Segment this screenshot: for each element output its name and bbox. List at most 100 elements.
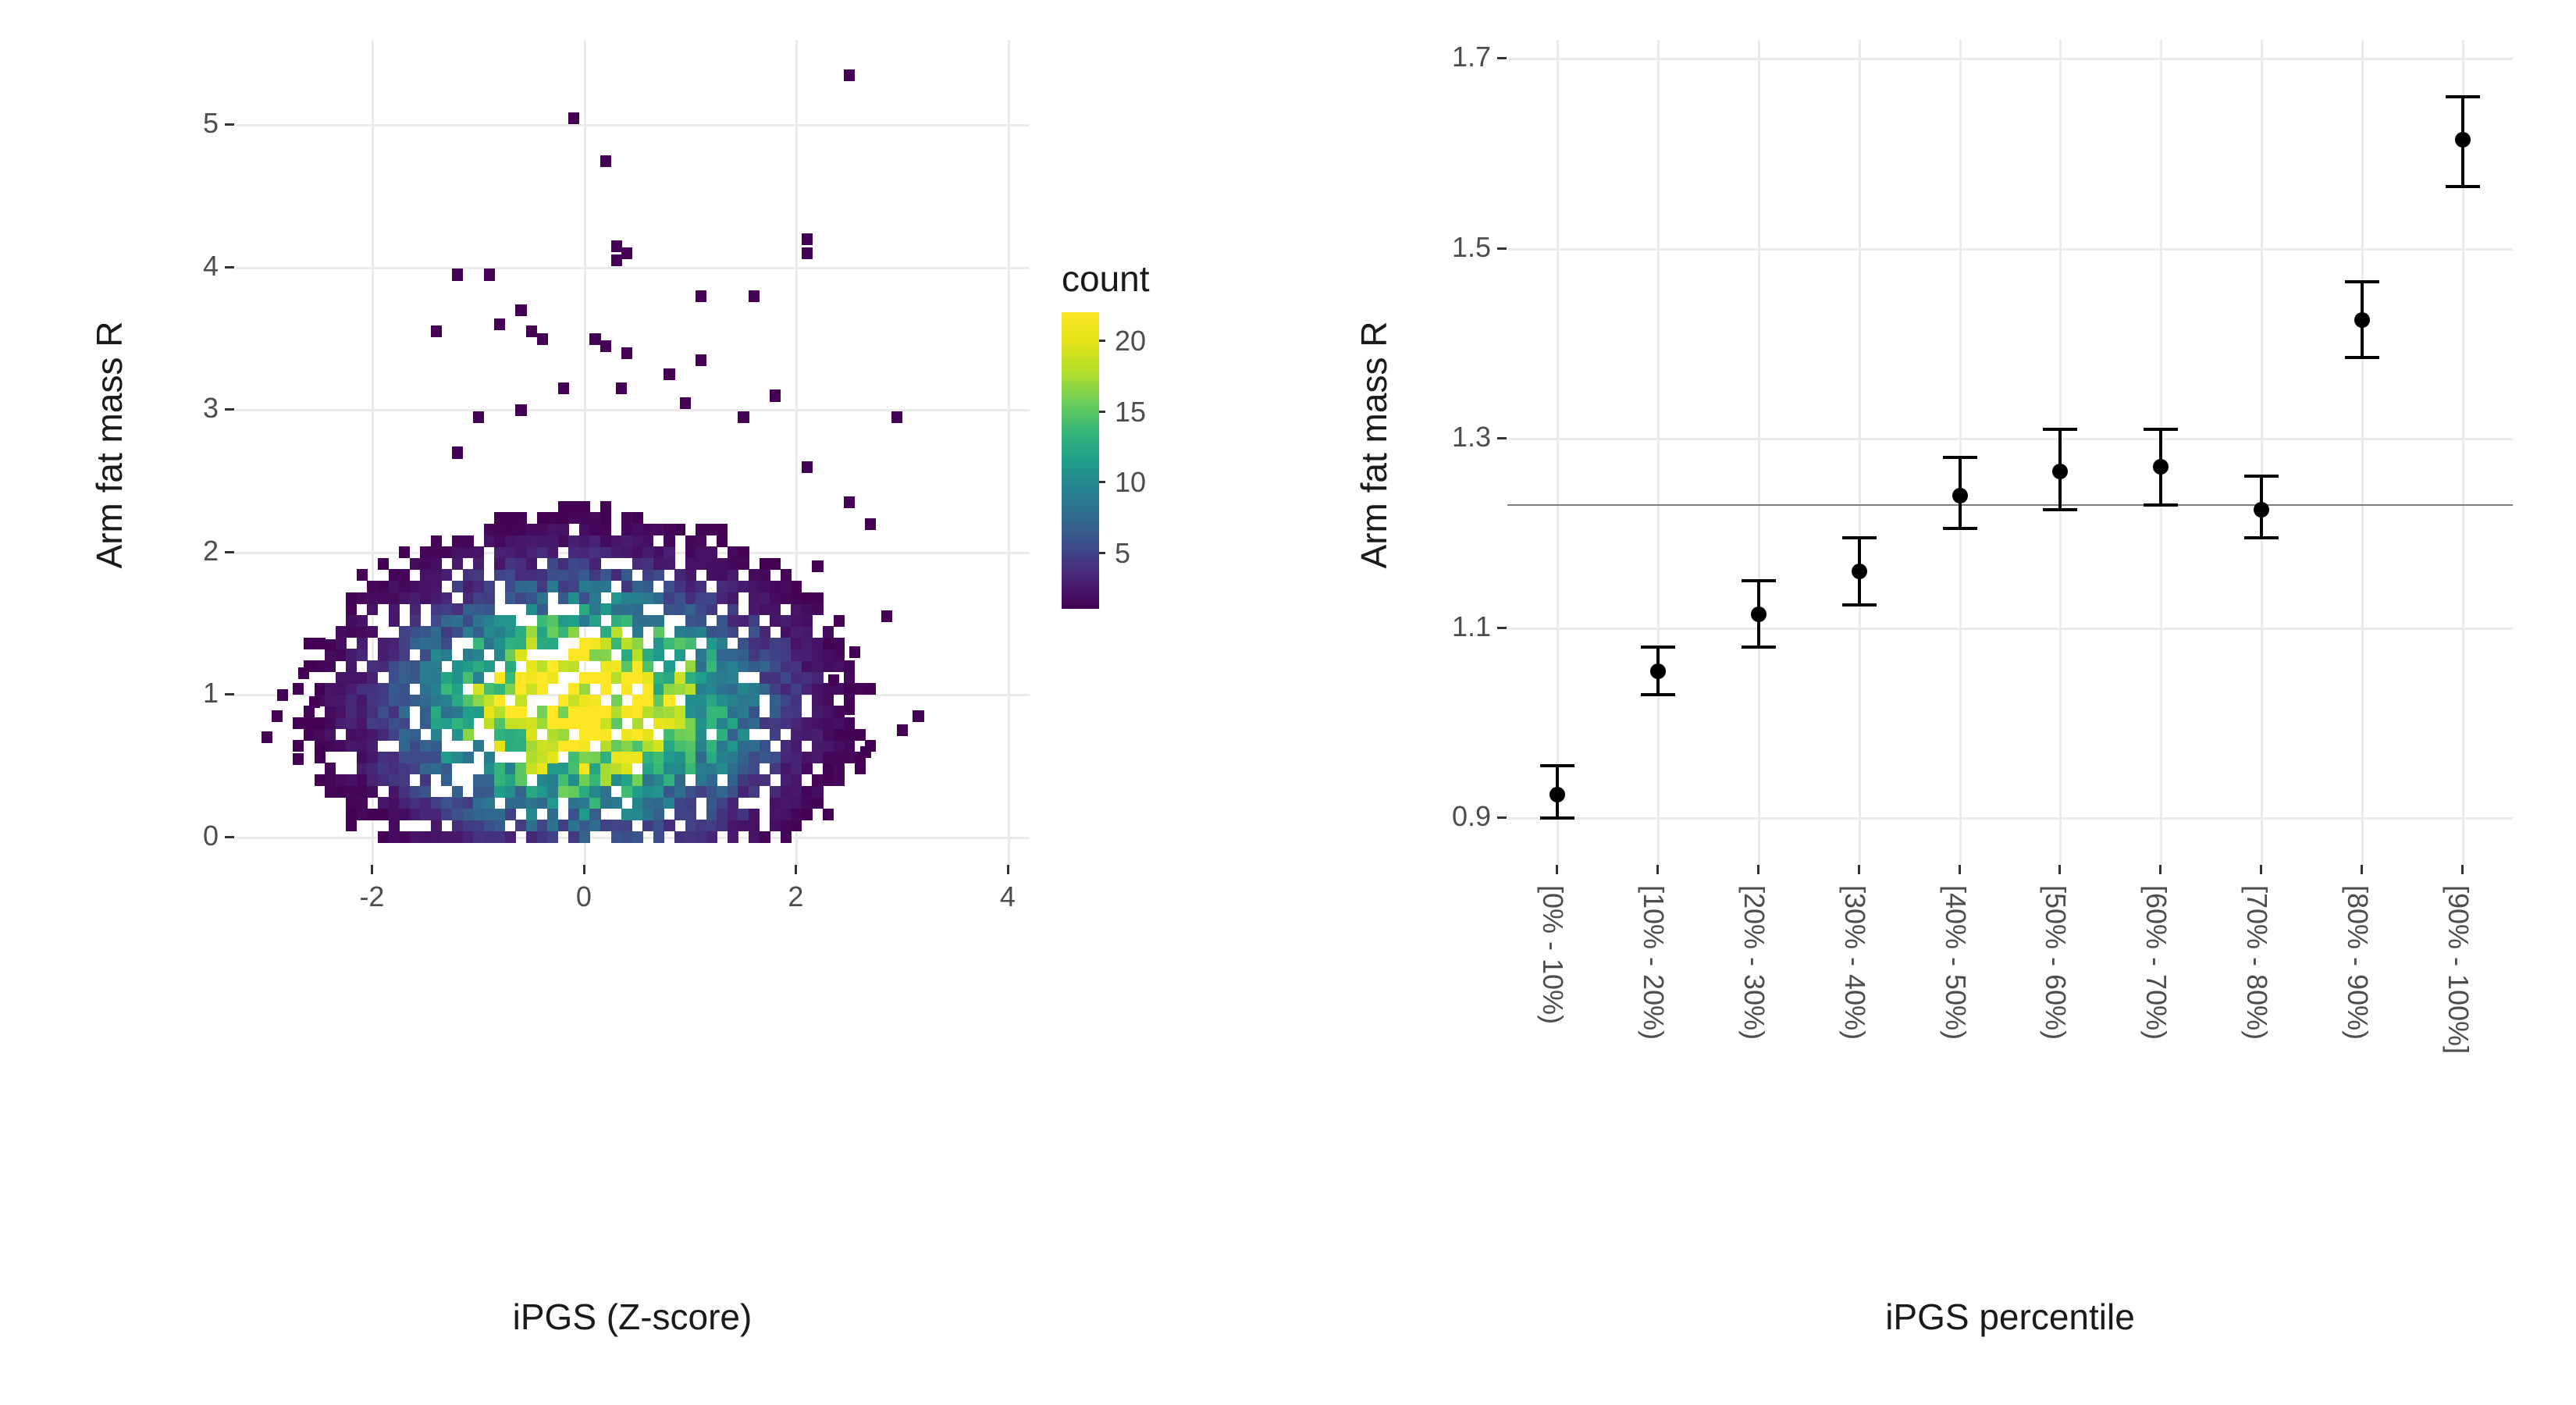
heatmap-cell	[728, 763, 738, 774]
heatmap-cell	[389, 706, 400, 717]
heatmap-cell	[653, 649, 664, 660]
heatmap-cell	[357, 763, 368, 774]
heatmap-cell	[621, 672, 632, 684]
heatmap-cell	[664, 786, 674, 798]
heatmap-cell	[791, 581, 802, 592]
heatmap-cell	[537, 683, 548, 695]
heatmap-cell	[378, 831, 389, 843]
heatmap-cell	[706, 683, 717, 695]
heatmap-cell	[589, 809, 600, 820]
heatmap-cell	[494, 569, 505, 581]
x-tick-label: 0	[553, 880, 615, 913]
heatmap-cell	[399, 581, 410, 592]
heatmap-cell	[674, 524, 685, 535]
heatmap-cell	[537, 626, 548, 638]
heatmap-cell	[674, 649, 685, 660]
heatmap-cell	[621, 649, 632, 660]
heatmap-cell	[389, 683, 400, 695]
left-plot-area	[234, 39, 1030, 866]
heatmap-cell	[579, 797, 590, 809]
heatmap-cell	[494, 809, 505, 820]
heatmap-cell	[399, 672, 410, 684]
heatmap-cell	[749, 592, 760, 604]
heatmap-cell	[579, 831, 590, 843]
heatmap-cell	[834, 706, 845, 717]
heatmap-cell	[696, 683, 706, 695]
data-point	[2254, 502, 2269, 518]
heatmap-cell	[441, 592, 452, 604]
heatmap-cell	[802, 615, 813, 627]
x-tick-label: [70% - 80%)	[2240, 885, 2273, 1040]
heatmap-cell	[579, 774, 590, 786]
heatmap-cell	[431, 592, 442, 604]
heatmap-cell	[336, 706, 347, 717]
x-tick	[2361, 865, 2363, 874]
heatmap-cell	[346, 683, 357, 695]
heatmap-cell	[315, 638, 326, 649]
heatmap-cell	[674, 797, 685, 809]
heatmap-cell	[420, 660, 431, 672]
heatmap-cell	[378, 717, 389, 729]
heatmap-cell	[515, 569, 526, 581]
heatmap-cell	[770, 752, 781, 763]
heatmap-cell	[431, 546, 442, 558]
heatmap-cell	[452, 797, 463, 809]
heatmap-cell	[611, 752, 622, 763]
heatmap-cell	[346, 797, 357, 809]
heatmap-cell	[611, 592, 622, 604]
gridline-v	[1758, 40, 1760, 866]
heatmap-cell	[611, 763, 622, 774]
heatmap-cell	[642, 660, 653, 672]
heatmap-cell	[589, 569, 600, 581]
heatmap-cell	[505, 786, 516, 798]
legend-tick	[1099, 411, 1105, 413]
heatmap-cell	[568, 809, 579, 820]
heatmap-cell	[685, 626, 696, 638]
heatmap-cell	[484, 615, 495, 627]
heatmap-cell	[738, 809, 749, 820]
legend-tick-label: 5	[1115, 537, 1130, 570]
heatmap-cell	[781, 820, 792, 831]
legend: count 5101520	[1062, 258, 1210, 648]
legend-tick	[1099, 552, 1105, 554]
y-tick-label: 3	[172, 392, 219, 425]
heatmap-cell	[304, 717, 315, 729]
heatmap-cell	[642, 672, 653, 684]
heatmap-cell	[844, 496, 855, 508]
heatmap-cell	[706, 820, 717, 831]
heatmap-cell	[399, 752, 410, 763]
heatmap-cell	[844, 683, 855, 695]
heatmap-cell	[431, 626, 442, 638]
heatmap-cell	[420, 774, 431, 786]
heatmap-cell	[706, 797, 717, 809]
heatmap-cell	[706, 752, 717, 763]
heatmap-cell	[431, 763, 442, 774]
heatmap-cell	[526, 672, 537, 684]
heatmap-cell	[706, 774, 717, 786]
heatmap-cell	[600, 581, 611, 592]
heatmap-cell	[484, 831, 495, 843]
heatmap-cell	[420, 569, 431, 581]
heatmap-cell	[802, 763, 813, 774]
heatmap-cell	[537, 706, 548, 717]
x-tick-label: [30% - 40%)	[1838, 885, 1871, 1040]
heatmap-cell	[696, 820, 706, 831]
heatmap-cell	[589, 524, 600, 535]
heatmap-cell	[770, 389, 781, 401]
heatmap-cell	[621, 247, 632, 259]
heatmap-cell	[410, 809, 421, 820]
heatmap-cell	[706, 603, 717, 615]
heatmap-cell	[621, 706, 632, 717]
heatmap-cell	[685, 820, 696, 831]
data-point	[2052, 464, 2068, 479]
heatmap-cell	[812, 797, 823, 809]
heatmap-cell	[410, 786, 421, 798]
heatmap-cell	[399, 763, 410, 774]
heatmap-cell	[505, 717, 516, 729]
heatmap-cell	[579, 615, 590, 627]
heatmap-cell	[357, 740, 368, 752]
heatmap-cell	[378, 683, 389, 695]
heatmap-cell	[537, 786, 548, 798]
heatmap-cell	[685, 569, 696, 581]
heatmap-cell	[653, 774, 664, 786]
